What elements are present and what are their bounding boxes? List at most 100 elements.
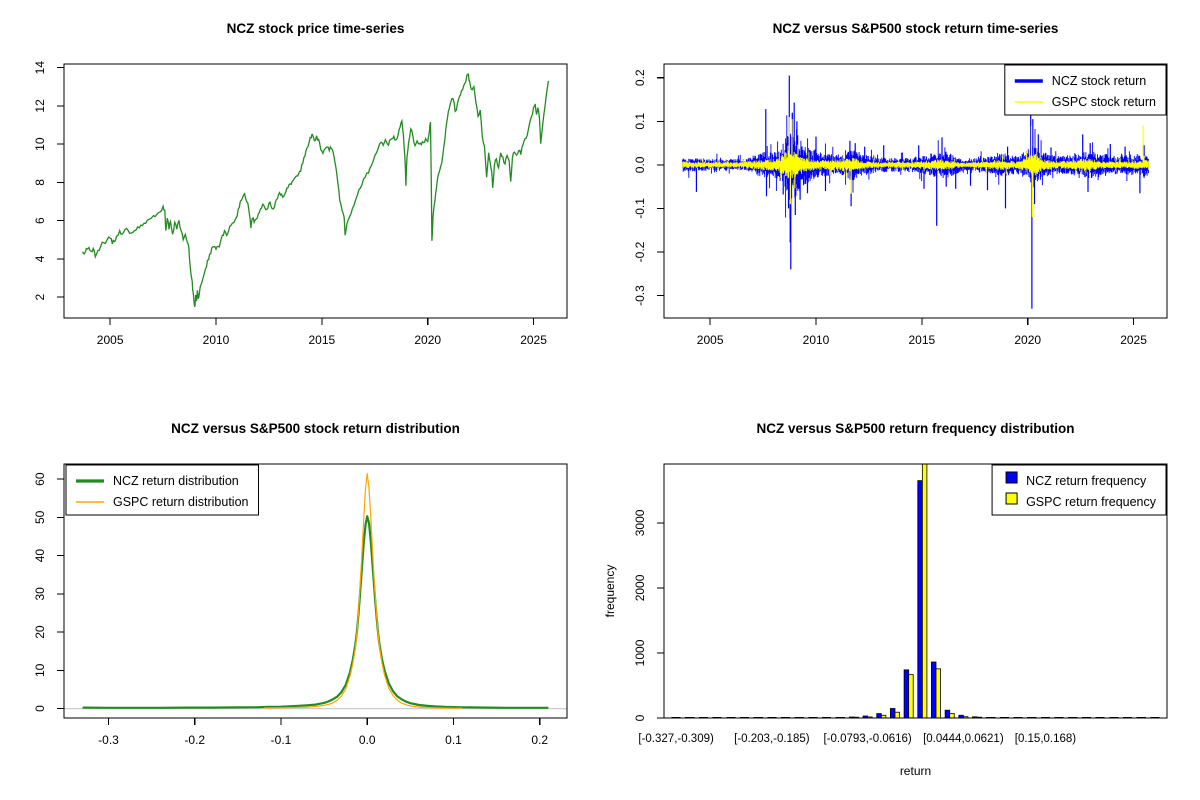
legend: NCZ return frequency GSPC return frequenc…: [991, 464, 1167, 516]
x-tick-label: 2025: [520, 333, 547, 347]
series-spikes-ncz-stock-return: [695, 75, 1145, 309]
chart-returns-timeseries: 2005 2010 2015 2020 2025 0.2 0.1 0.0 -0.1 -0.2 -0.…: [633, 21, 1168, 347]
bar-ncz-return-frequency: [917, 480, 923, 718]
legend-label: NCZ stock return: [1052, 74, 1147, 88]
bar-gspc-return-frequency: [908, 674, 914, 718]
chart-title: NCZ versus S&P500 stock return time-seri…: [773, 21, 1059, 36]
y-tick-label: 2000: [633, 574, 647, 601]
chart-title: NCZ versus S&P500 stock return distribut…: [171, 421, 460, 436]
bar-ncz-return-frequency: [876, 713, 882, 718]
x-tick-label: 2025: [1120, 333, 1147, 347]
bar-ncz-return-frequency: [944, 709, 951, 718]
bar-gspc-return-frequency: [894, 711, 900, 718]
bar-gspc-return-frequency: [935, 668, 941, 718]
chart-title: NCZ stock price time-series: [227, 21, 405, 36]
plot-frame: [657, 63, 1168, 325]
y-tick-label: 0.1: [633, 113, 647, 130]
x-tick-label: 2005: [97, 333, 124, 347]
y-tick-label: 2: [33, 293, 47, 300]
plot-box: [663, 63, 1168, 319]
plot-area: [82, 73, 550, 307]
plot-frame: [657, 463, 1168, 719]
chart-cell-top-right: 2005 2010 2015 2020 2025 0.2 0.1 0.0 -0.1 -0.2 -0.…: [600, 0, 1200, 400]
chart-cell-top-left: 2005 2010 2015 2020 2025 2 4 6 8 10 12 14 NCZ stock …: [0, 0, 600, 400]
series-spikes-gspc-stock-return: [788, 117, 1144, 218]
legend: NCZ stock return GSPC stock return: [1004, 64, 1167, 116]
bar-gspc-return-frequency: [962, 716, 969, 718]
y-tick-label: 50: [33, 510, 47, 524]
chart-title: NCZ versus S&P500 return frequency distr…: [756, 421, 1074, 436]
x-tick-label: -0.2: [184, 733, 205, 747]
x-tick-label: 2020: [414, 333, 441, 347]
y-tick-label: 40: [33, 549, 47, 563]
chart-return-distribution: -0.3 -0.2 -0.1 0.0 0.1 0.2 0 10 20 30 40 50 60 NCZ ve…: [33, 421, 568, 747]
x-tick-label: 0.2: [531, 733, 548, 747]
plot-box: [663, 463, 1168, 719]
bin-label: [0.15,0.168): [1015, 733, 1077, 745]
bar-gspc-return-frequency: [853, 716, 859, 718]
legend: NCZ return distribution GSPC return distr…: [65, 464, 259, 516]
plot-area: [671, 464, 1160, 718]
x-tick-label: 2015: [908, 333, 935, 347]
y-tick-label: 6: [33, 217, 47, 224]
x-tick-label: 0.1: [445, 733, 462, 747]
x-axis-title: return: [900, 764, 931, 778]
legend-sample-square: [1005, 492, 1018, 505]
legend-label: GSPC return frequency: [1026, 495, 1157, 509]
y-tick-label: 3000: [633, 509, 647, 536]
series-ncz-return-distribution: [82, 515, 549, 709]
series-ncz-price: [82, 73, 550, 307]
bar-gspc-return-frequency: [921, 464, 928, 718]
plot-frame: [57, 63, 568, 325]
legend-label: GSPC return distribution: [113, 495, 249, 509]
y-tick-label: 0.0: [633, 156, 647, 173]
plot-frame: [57, 463, 568, 725]
y-tick-label: 0.2: [633, 69, 647, 86]
bin-label: [-0.203,-0.185): [734, 733, 810, 745]
x-tick-label: -0.3: [98, 733, 119, 747]
bar-gspc-return-frequency: [976, 716, 983, 718]
y-tick-label: -0.3: [633, 285, 647, 306]
plot-area: [682, 75, 1149, 309]
y-tick-label: -0.1: [633, 198, 647, 219]
y-tick-label: 60: [33, 472, 47, 486]
y-tick-label: 20: [33, 625, 47, 639]
y-tick-label: 4: [33, 255, 47, 262]
chart-cell-bottom-right: 0 1000 2000 3000 NCZ versus S&P500 return fr…: [600, 400, 1200, 800]
x-tick-label: 2020: [1014, 333, 1041, 347]
bin-label: [-0.327,-0.309): [638, 733, 714, 745]
bar-gspc-return-frequency: [880, 714, 887, 718]
x-tick-label: 0.0: [359, 733, 376, 747]
x-tick-label: 2005: [697, 333, 724, 347]
y-tick-label: 8: [33, 179, 47, 186]
bin-label: [-0.0793,-0.0616): [824, 733, 912, 745]
legend-box: [991, 464, 1167, 516]
chart-ncz-price: 2005 2010 2015 2020 2025 2 4 6 8 10 12 14 NCZ stock …: [33, 21, 568, 347]
x-tick-label: 2015: [308, 333, 335, 347]
plot-box: [63, 63, 568, 319]
plot-area: [64, 472, 567, 710]
y-tick-label: -0.2: [633, 241, 647, 262]
bar-ncz-return-frequency: [931, 661, 937, 718]
y-tick-label: 10: [33, 663, 47, 677]
y-tick-label: 1000: [633, 639, 647, 666]
y-tick-label: 14: [33, 61, 47, 75]
x-tick-label: 2010: [203, 333, 230, 347]
series-gspc-return-distribution: [263, 472, 463, 709]
chart-return-frequency: 0 1000 2000 3000 NCZ versus S&P500 return fr…: [603, 421, 1168, 778]
plot-box: [63, 463, 568, 719]
y-tick-label: 10: [33, 137, 47, 151]
legend-sample-square: [1005, 471, 1018, 484]
bar-gspc-return-frequency: [949, 713, 955, 718]
x-tick-label: -0.1: [271, 733, 292, 747]
y-tick-label: 12: [33, 99, 47, 113]
legend-box: [65, 464, 259, 516]
chart-cell-bottom-left: -0.3 -0.2 -0.1 0.0 0.1 0.2 0 10 20 30 40 50 60 NCZ ve…: [0, 400, 600, 800]
y-tick-label: 30: [33, 587, 47, 601]
bar-ncz-return-frequency: [890, 708, 896, 718]
legend-label: NCZ return distribution: [113, 474, 239, 488]
bar-ncz-return-frequency: [848, 716, 855, 718]
legend-label: GSPC stock return: [1052, 95, 1156, 109]
bar-ncz-return-frequency: [903, 669, 910, 718]
